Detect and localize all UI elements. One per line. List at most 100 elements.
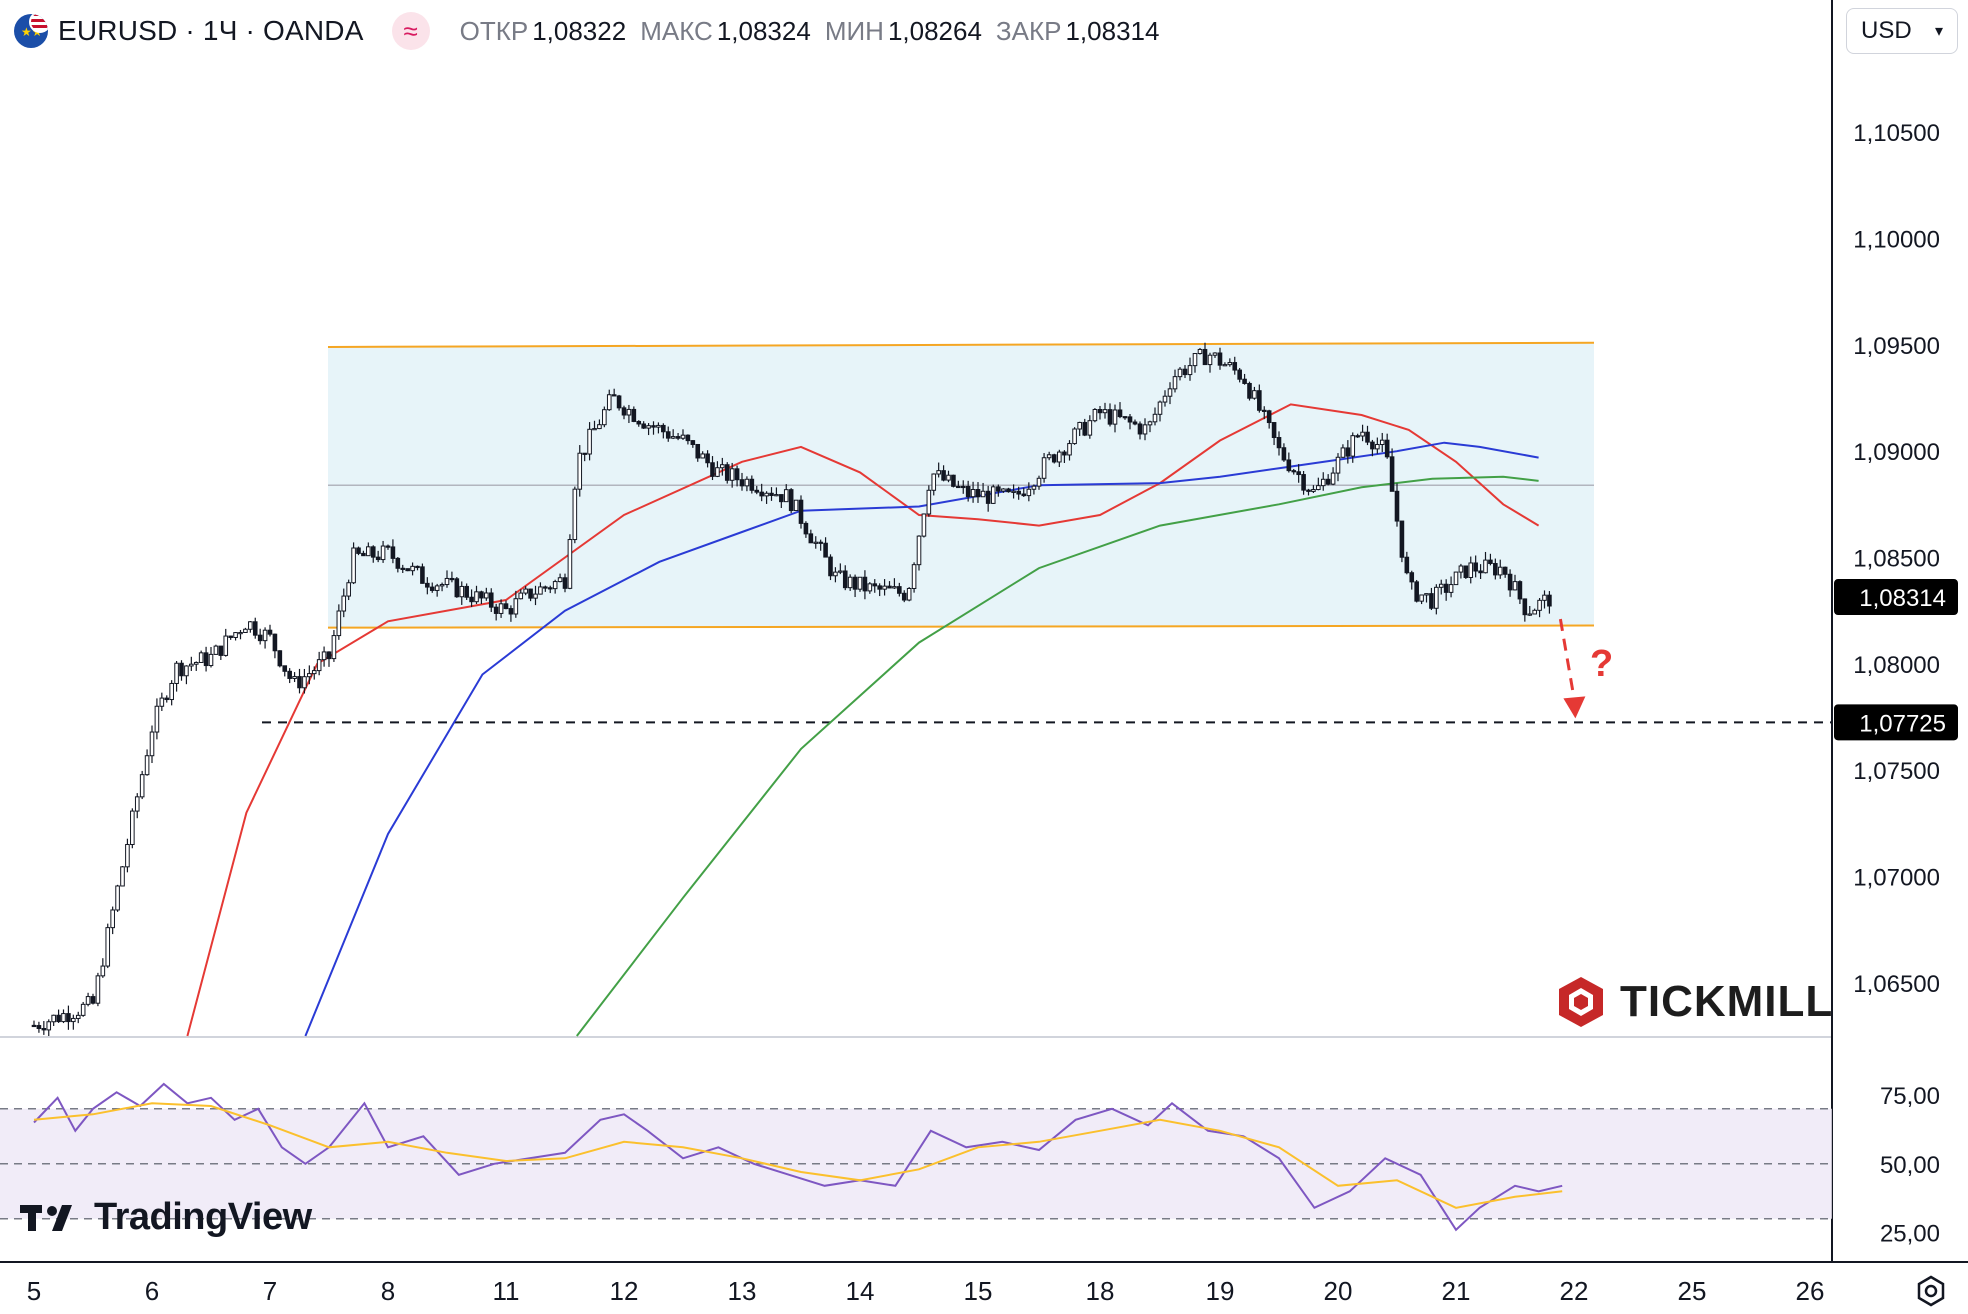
candle-body <box>1276 437 1282 449</box>
candle-body <box>606 394 612 411</box>
candle-body <box>1419 594 1424 602</box>
candle-body <box>1212 352 1218 356</box>
candle-body <box>307 673 312 678</box>
candle-body <box>1478 570 1483 574</box>
candle-body <box>1414 581 1419 602</box>
candle-body <box>611 394 617 397</box>
candle-body <box>1507 573 1513 591</box>
candle-body <box>759 491 764 497</box>
candle-body <box>1102 409 1108 414</box>
time-tick-label: 11 <box>493 1276 520 1306</box>
candle-body <box>744 478 750 487</box>
candle-body <box>223 635 229 656</box>
candle-body <box>356 547 361 554</box>
rsi-tick-label: 25,00 <box>1880 1221 1940 1248</box>
candle-body <box>1522 598 1528 616</box>
time-tick-label: 7 <box>263 1276 277 1306</box>
candle-body <box>1026 488 1032 497</box>
candle-body <box>543 586 548 589</box>
candle-body <box>1399 520 1405 558</box>
candle-body <box>115 885 120 911</box>
candle-body <box>228 635 233 638</box>
candle-body <box>582 452 587 455</box>
candle-body <box>1222 364 1228 367</box>
candle-body <box>262 629 268 642</box>
candle-body <box>434 585 440 591</box>
candle-body <box>346 582 351 597</box>
candle-body <box>1350 435 1356 457</box>
symbol-title[interactable]: EURUSD · 1Ч · OANDA <box>58 15 364 46</box>
candle-body <box>670 436 676 439</box>
candle-body <box>149 731 155 757</box>
candle-body <box>1011 490 1016 493</box>
candle-body <box>159 697 165 707</box>
candle-body <box>1296 471 1301 476</box>
candle-body <box>316 659 322 672</box>
candle-body <box>808 533 814 544</box>
candle-body <box>926 489 932 515</box>
candle-body <box>690 440 696 445</box>
candle-body <box>1463 565 1469 578</box>
candle-body <box>1051 454 1057 463</box>
time-tick-label: 14 <box>846 1276 875 1306</box>
candle-body <box>754 489 760 493</box>
candle-body <box>1379 439 1385 446</box>
candle-body <box>1046 454 1052 459</box>
candle-body <box>125 844 130 868</box>
time-tick-label: 8 <box>381 1276 395 1306</box>
candle-body <box>400 567 406 570</box>
candle-body <box>734 468 740 481</box>
target-price-tag <box>1834 704 1958 741</box>
candle-body <box>31 1024 37 1028</box>
candle-body <box>1429 593 1434 609</box>
candle-body <box>1122 416 1128 419</box>
rsi-tick-label: 50,00 <box>1880 1152 1940 1179</box>
candle-body <box>85 996 91 1005</box>
candle-body <box>641 423 646 429</box>
candle-body <box>1001 488 1006 492</box>
close-value: 1,08314 <box>1065 15 1160 46</box>
candle-body <box>1434 586 1439 609</box>
candle-body <box>130 810 135 846</box>
candle-body <box>61 1013 66 1023</box>
candle-body <box>479 591 484 599</box>
candle-body <box>366 546 371 557</box>
low-value: 1,08264 <box>887 15 982 46</box>
candle-body <box>729 468 735 481</box>
candle-body <box>1182 368 1188 376</box>
candle-body <box>1252 390 1257 399</box>
candle-body <box>675 436 681 439</box>
price-tick-label: 1,07000 <box>1853 865 1940 892</box>
gear-icon[interactable] <box>1914 1274 1948 1308</box>
candle-body <box>931 473 937 491</box>
candle-body <box>705 453 710 464</box>
candle-body <box>852 576 858 590</box>
time-tick-label: 18 <box>1086 1276 1115 1306</box>
candle-body <box>970 489 976 498</box>
candle-body <box>1072 428 1077 445</box>
candle-body <box>779 494 784 503</box>
candle-body <box>252 621 258 636</box>
candle-body <box>661 424 666 433</box>
candle-body <box>1502 566 1508 575</box>
candle-body <box>562 577 568 589</box>
candle-body <box>1187 365 1193 376</box>
eu-us-flag-icon: ★★ <box>14 14 48 48</box>
last-price-label: 1,08314 <box>1859 585 1946 612</box>
range-upper-line <box>327 341 1595 348</box>
price-tick-label: 1,06500 <box>1853 971 1940 998</box>
candle-body <box>1077 421 1082 430</box>
candle-body <box>336 610 342 637</box>
candle-body <box>243 628 248 633</box>
candle-body <box>439 584 445 587</box>
candle-body <box>1157 401 1163 415</box>
candle-body <box>1237 369 1242 380</box>
indicator-badge-icon[interactable]: ≈ <box>391 12 430 50</box>
candle-body <box>80 1003 86 1016</box>
candle-body <box>1311 489 1316 492</box>
candle-body <box>1345 447 1351 457</box>
currency-select[interactable]: USD ▾ <box>1846 8 1958 54</box>
candle-body <box>547 587 553 590</box>
candle-body <box>420 566 425 584</box>
